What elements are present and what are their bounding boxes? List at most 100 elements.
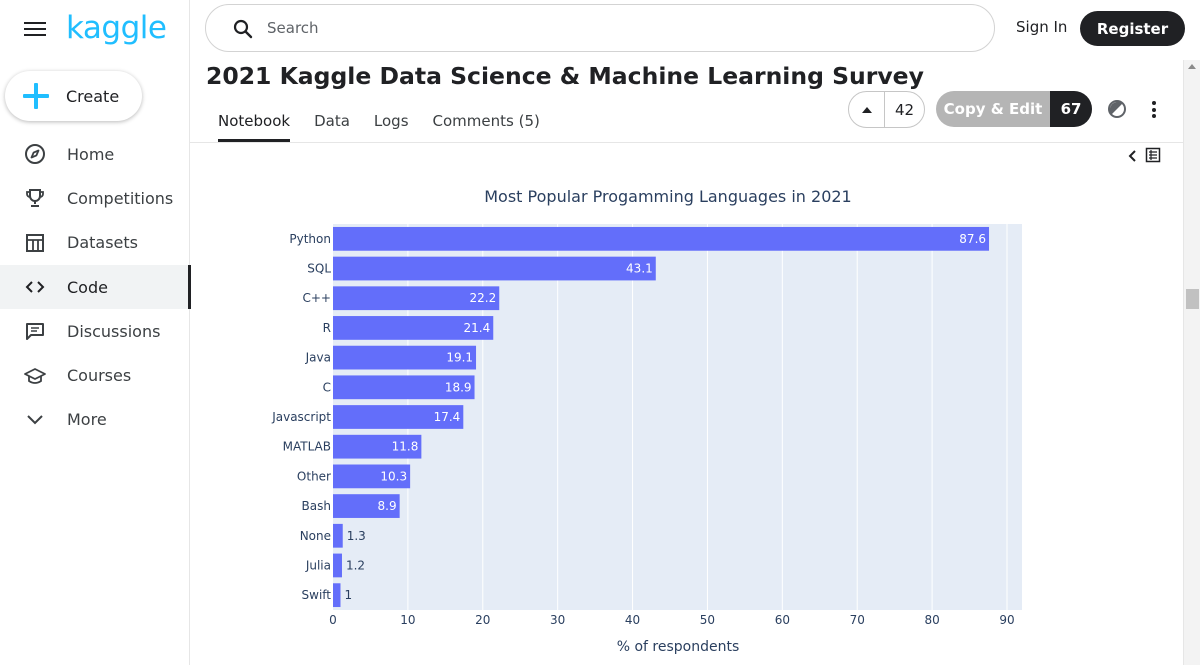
bar-value-label: 22.2 (470, 291, 497, 305)
sidebar-item-label: Code (67, 277, 108, 297)
sidebar-item-label: Home (67, 144, 115, 164)
chart-title: Most Popular Progamming Languages in 202… (484, 187, 851, 206)
kaggle-logo[interactable]: kaggle (66, 10, 167, 46)
x-tick-labels: 0 10 20 30 40 50 60 70 80 90 (329, 613, 1014, 627)
notebook-tabs: Notebook Data Logs Comments (5) (206, 100, 552, 142)
bar (333, 464, 411, 489)
school-icon (24, 365, 46, 387)
copy-edit-label: Copy & Edit (943, 100, 1043, 118)
scroll-thumb[interactable] (1186, 289, 1199, 309)
bar (333, 553, 342, 578)
bar-value-label: 8.9 (378, 499, 397, 513)
bar (333, 434, 422, 459)
sidebar-item-label: Datasets (67, 233, 138, 253)
compass-icon (24, 143, 46, 165)
bar (333, 375, 475, 400)
page-title: 2021 Kaggle Data Science & Machine Learn… (206, 62, 924, 90)
tab-logs[interactable]: Logs (373, 112, 409, 130)
header-divider (190, 142, 1200, 143)
x-tick-label: 20 (475, 613, 490, 627)
comments-icon (24, 320, 46, 342)
bar-value-label: 17.4 (434, 410, 461, 424)
bar-value-label: 1 (344, 588, 352, 602)
x-tick-label: 80 (924, 613, 939, 627)
bar-value-label: 11.8 (392, 440, 419, 454)
scrollbar[interactable] (1183, 60, 1200, 665)
upvote-count: 42 (894, 100, 915, 119)
x-tick-label: 10 (400, 613, 415, 627)
sidebar-item-code[interactable]: Code (0, 264, 191, 310)
sidebar-item-more[interactable]: More (0, 398, 190, 442)
search-bar[interactable]: Search (205, 4, 995, 52)
bar-value-label: 19.1 (446, 351, 473, 365)
bar-value-label: 43.1 (626, 262, 653, 276)
sidebar-item-competitions[interactable]: Competitions (0, 176, 190, 220)
bar-value-label: 10.3 (380, 469, 407, 483)
copy-edit-count: 67 (1050, 91, 1092, 127)
create-label: Create (66, 86, 120, 106)
y-tick-label: SQL (307, 262, 331, 276)
bar-chart: Most Popular Progamming Languages in 202… (271, 187, 1022, 655)
x-tick-label: 60 (775, 613, 790, 627)
hamburger-menu-icon[interactable] (24, 18, 46, 38)
sidebar-nav: Home Competitions Datasets Code Discussi… (0, 132, 191, 442)
bar (333, 405, 464, 429)
bar (333, 583, 341, 608)
bar-value-label: 1.2 (346, 558, 365, 572)
caret-up-icon (861, 106, 872, 113)
sidebar-item-home[interactable]: Home (0, 132, 190, 176)
sidebar-item-label: Competitions (67, 188, 174, 208)
x-tick-label: 40 (625, 613, 640, 627)
bar (333, 286, 500, 311)
code-icon (24, 276, 46, 298)
search-icon (232, 18, 254, 40)
y-tick-label: MATLAB (283, 440, 331, 454)
tab-data[interactable]: Data (314, 112, 350, 130)
y-tick-label: None (300, 529, 331, 543)
upvote-widget: 42 (848, 91, 925, 128)
x-tick-label: 50 (700, 613, 715, 627)
x-tick-label: 70 (850, 613, 865, 627)
trophy-icon (24, 187, 46, 209)
y-tick-label: Javascript (271, 410, 331, 424)
upvote-button[interactable] (849, 92, 885, 127)
bar (333, 494, 400, 518)
register-button[interactable]: Register (1080, 11, 1185, 46)
x-tick-label: 90 (999, 613, 1014, 627)
x-tick-label: 30 (550, 613, 565, 627)
sidebar-item-datasets[interactable]: Datasets (0, 221, 190, 265)
sidebar-item-courses[interactable]: Courses (0, 353, 190, 397)
bar (333, 523, 343, 548)
search-input[interactable]: Search (267, 19, 319, 37)
sidebar-item-discussions[interactable]: Discussions (0, 309, 190, 353)
theme-toggle-icon[interactable] (1107, 99, 1127, 119)
copy-edit-button[interactable]: Copy & Edit 67 (936, 91, 1092, 127)
collapse-left-icon[interactable] (1126, 148, 1138, 162)
more-options-icon[interactable] (1150, 99, 1158, 119)
y-tick-label: C++ (303, 291, 332, 305)
table-of-contents-icon[interactable] (1145, 147, 1161, 163)
sidebar: kaggle Create Home Competitions Datasets (0, 0, 191, 665)
bar-value-label: 18.9 (445, 380, 472, 394)
bar-value-label: 87.6 (959, 232, 986, 246)
y-tick-label: R (323, 321, 331, 335)
plus-icon (23, 83, 49, 109)
bar (333, 256, 656, 281)
y-tick-label: Swift (302, 588, 332, 602)
bar (333, 345, 477, 370)
tab-comments[interactable]: Comments (5) (432, 112, 540, 130)
create-button[interactable]: Create (5, 71, 142, 121)
tab-notebook[interactable]: Notebook (206, 100, 302, 142)
y-tick-label: Other (297, 469, 331, 483)
y-tick-label: Python (289, 232, 331, 246)
bar-value-label: 21.4 (464, 321, 491, 335)
y-tick-label: Java (305, 351, 331, 365)
y-tick-label: C (323, 380, 331, 394)
scroll-up-arrow-icon[interactable] (1188, 64, 1196, 69)
bar (333, 316, 494, 340)
bars: 87.6 43.1 22.2 21.4 19.1 18.9 17.4 11.8 10.3 8.9 1… (333, 226, 990, 608)
y-tick-label: Julia (305, 558, 331, 572)
sign-in-link[interactable]: Sign In (1016, 18, 1068, 36)
bar (333, 226, 990, 251)
chevron-down-icon (24, 409, 46, 431)
